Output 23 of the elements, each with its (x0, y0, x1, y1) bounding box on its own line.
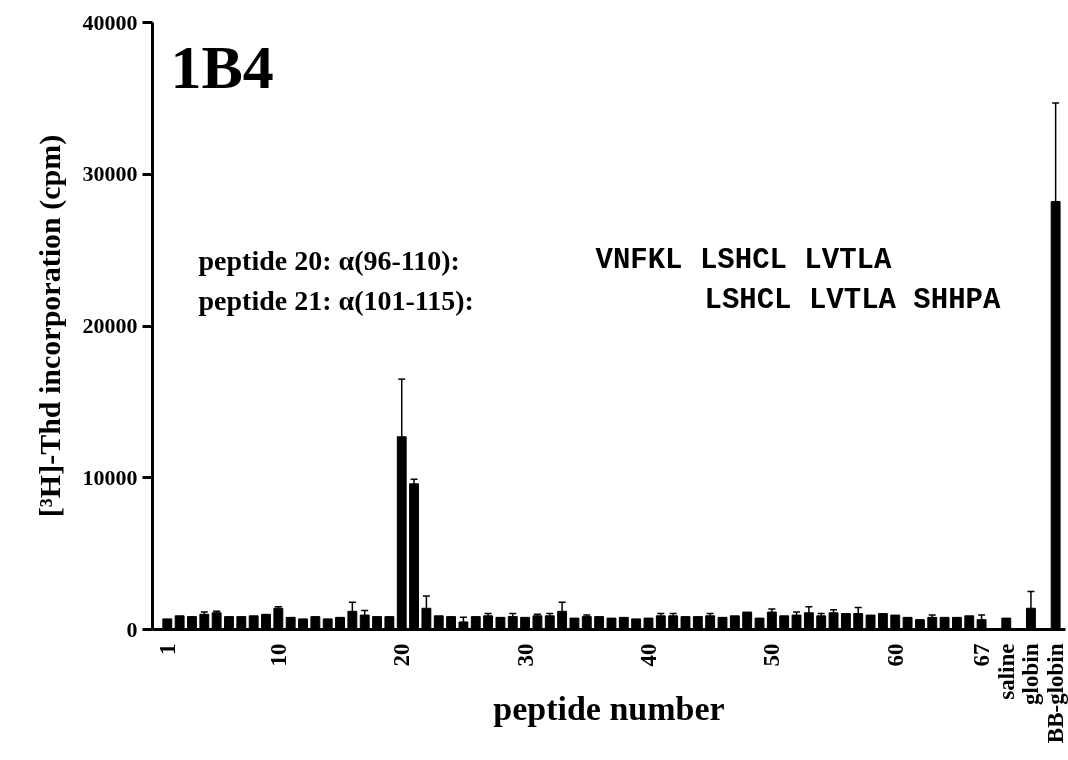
y-axis-title: [³H]-Thd incorporation (cpm) (32, 134, 67, 518)
annotation: peptide 20: α(96-110): (198, 245, 460, 276)
y-tick-label: 20000 (82, 313, 138, 338)
x-tick-label: 10 (265, 643, 291, 667)
y-tick-label: 30000 (82, 161, 138, 187)
x-tick-label: 20 (389, 643, 415, 667)
x-tick-label: 40 (635, 643, 661, 667)
x-tick-label: 67 (969, 643, 995, 667)
annotation: LSHCL LVTLA SHHPA (704, 284, 1001, 317)
y-tick-label: 0 (126, 616, 138, 642)
x-tick-label: 50 (759, 643, 785, 667)
x-tick-label: BB-globin (1043, 643, 1068, 744)
annotation: VNFKL LSHCL LVTLA (595, 244, 892, 277)
x-tick-label: 60 (882, 643, 908, 667)
annotation: peptide 21: α(101-115): (198, 285, 474, 316)
x-tick-label: saline (993, 643, 1019, 700)
x-axis-title: peptide number (493, 690, 725, 728)
x-tick-label: 30 (512, 643, 538, 667)
x-tick-label: 1 (154, 643, 180, 655)
x-tick-label: globin (1018, 643, 1044, 705)
y-tick-label: 40000 (82, 9, 138, 35)
chart-title: 1B4 (170, 32, 274, 101)
y-tick-label: 10000 (82, 464, 138, 490)
